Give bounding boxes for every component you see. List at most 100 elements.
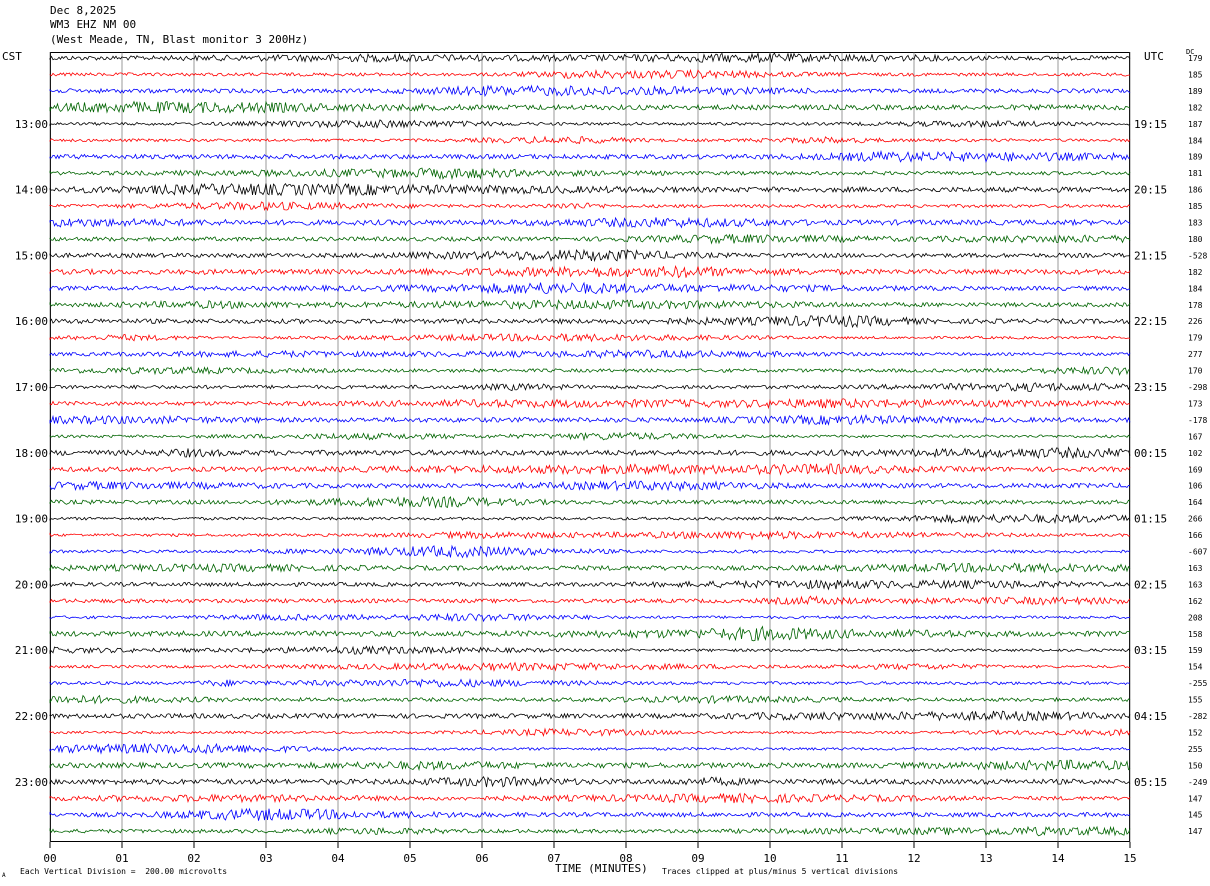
right-timezone-label: UTC (1144, 50, 1164, 63)
header-station: WM3 EHZ NM 00 (50, 18, 137, 31)
right-hour-label-23:15: 23:15 (1134, 381, 1167, 394)
trace-row-10 (49, 216, 1131, 229)
trace-row-14 (49, 281, 1131, 295)
left-hour-label-20:00: 20:00 (15, 578, 48, 591)
trace-row-5 (49, 135, 1131, 145)
dc-value-row-26: 106 (1188, 482, 1203, 491)
dc-value-row-19: 170 (1188, 367, 1203, 376)
trace-row-27 (49, 495, 1131, 510)
left-hour-label-19:00: 19:00 (15, 513, 48, 526)
x-tick-label-05: 05 (403, 852, 416, 865)
dc-value-row-25: 169 (1188, 465, 1203, 474)
x-tick-label-04: 04 (331, 852, 345, 865)
dc-value-row-24: 102 (1188, 449, 1203, 458)
dc-value-row-32: 163 (1188, 580, 1203, 589)
trace-row-40 (49, 710, 1131, 722)
trace-row-30 (49, 544, 1131, 559)
x-tick-label-06: 06 (475, 852, 488, 865)
left-hour-label-22:00: 22:00 (15, 710, 48, 723)
trace-row-28 (49, 513, 1131, 525)
dc-value-row-38: -255 (1188, 679, 1207, 688)
dc-value-row-10: 183 (1188, 219, 1203, 228)
dc-value-row-14: 184 (1188, 284, 1203, 293)
right-hour-label-04:15: 04:15 (1134, 710, 1167, 723)
dc-value-row-3: 182 (1188, 103, 1203, 112)
scale-note: Each Vertical Division = 200.00 microvol… (20, 867, 228, 876)
trace-row-19 (49, 365, 1130, 376)
trace-row-35 (49, 625, 1131, 642)
right-hour-label-02:15: 02:15 (1134, 578, 1167, 591)
corner-mark: A (2, 872, 6, 879)
dc-value-row-8: 186 (1188, 186, 1203, 195)
right-hour-label-01:15: 01:15 (1134, 513, 1167, 526)
trace-row-7 (49, 167, 1131, 181)
dc-value-row-16: 226 (1188, 317, 1203, 326)
dc-value-row-21: 173 (1188, 399, 1203, 408)
trace-row-32 (49, 578, 1131, 591)
trace-row-20 (49, 382, 1131, 392)
trace-row-4 (49, 119, 1131, 129)
dc-value-row-37: 154 (1188, 663, 1203, 672)
left-hour-label-23:00: 23:00 (15, 776, 48, 789)
trace-row-15 (49, 299, 1131, 311)
dc-value-row-29: 166 (1188, 531, 1203, 540)
header-location: (West Meade, TN, Blast monitor 3 200Hz) (50, 33, 309, 46)
x-tick-label-00: 00 (43, 852, 56, 865)
trace-row-0 (49, 51, 1131, 64)
dc-value-row-15: 178 (1188, 301, 1203, 310)
dc-value-row-44: -249 (1188, 778, 1207, 787)
dc-value-row-0: 179 (1188, 54, 1203, 63)
x-tick-label-14: 14 (1051, 852, 1065, 865)
right-hour-label-19:15: 19:15 (1134, 118, 1167, 131)
left-hour-label-21:00: 21:00 (15, 644, 48, 657)
trace-row-44 (49, 776, 1131, 788)
dc-value-row-4: 187 (1188, 120, 1203, 129)
x-tick-label-09: 09 (691, 852, 704, 865)
dc-value-row-6: 189 (1188, 153, 1203, 162)
left-hour-label-18:00: 18:00 (15, 447, 48, 460)
dc-value-row-43: 150 (1188, 761, 1203, 770)
dc-value-row-40: -282 (1188, 712, 1207, 721)
trace-row-9 (49, 201, 1131, 212)
trace-row-13 (49, 265, 1131, 279)
trace-row-29 (49, 530, 1131, 541)
dc-value-row-27: 164 (1188, 498, 1203, 507)
dc-value-row-2: 189 (1188, 87, 1203, 96)
trace-row-21 (49, 397, 1131, 410)
trace-row-34 (49, 612, 1131, 623)
left-hour-label-15:00: 15:00 (15, 249, 48, 262)
x-tick-label-01: 01 (115, 852, 128, 865)
trace-row-42 (49, 742, 1131, 755)
left-hour-label-14:00: 14:00 (15, 184, 48, 197)
dc-value-row-30: -607 (1188, 548, 1207, 557)
dc-value-row-5: 184 (1188, 136, 1203, 145)
dc-value-row-7: 181 (1188, 169, 1203, 178)
dc-value-row-1: 185 (1188, 70, 1203, 79)
x-tick-label-02: 02 (187, 852, 200, 865)
x-tick-label-12: 12 (907, 852, 920, 865)
dc-value-row-45: 147 (1188, 794, 1203, 803)
dc-value-row-36: 159 (1188, 646, 1203, 655)
trace-row-11 (49, 233, 1131, 245)
left-hour-label-17:00: 17:00 (15, 381, 48, 394)
trace-row-36 (49, 645, 1131, 656)
dc-value-row-22: -178 (1188, 416, 1207, 425)
dc-value-row-9: 185 (1188, 202, 1203, 211)
trace-row-18 (49, 349, 1131, 360)
dc-value-row-47: 147 (1188, 827, 1203, 836)
right-hour-label-00:15: 00:15 (1134, 447, 1167, 460)
header-date: Dec 8,2025 (50, 4, 117, 17)
dc-value-row-17: 179 (1188, 334, 1203, 343)
trace-row-33 (49, 595, 1131, 606)
dc-column-label: DC (1186, 48, 1195, 56)
dc-value-row-34: 208 (1188, 613, 1203, 622)
trace-row-45 (49, 792, 1131, 805)
trace-row-3 (49, 100, 1131, 114)
trace-row-41 (49, 727, 1131, 737)
trace-row-43 (49, 759, 1131, 772)
x-tick-label-08: 08 (619, 852, 632, 865)
trace-row-25 (49, 463, 1131, 476)
trace-row-37 (49, 661, 1131, 672)
dc-value-row-11: 180 (1188, 235, 1203, 244)
